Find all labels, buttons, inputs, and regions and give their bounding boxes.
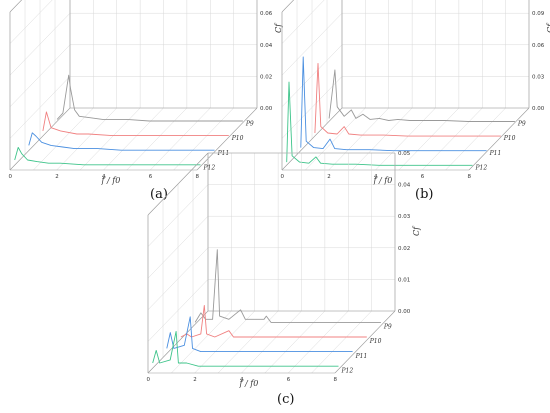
x-tick-label: 6 xyxy=(149,174,153,180)
x-tick-label: 0 xyxy=(281,174,285,180)
series-line-p10 xyxy=(180,304,367,338)
z-axis-label: Cf xyxy=(274,22,283,33)
series-label-p11: P11 xyxy=(355,353,368,360)
series-label-p11: P11 xyxy=(489,150,502,157)
series-line-p9 xyxy=(194,249,381,323)
panel-label: (b) xyxy=(415,187,433,202)
x-axis-label: f / f0 xyxy=(373,176,393,185)
series-label-p9: P9 xyxy=(245,121,254,128)
x-tick-label: 0 xyxy=(147,377,151,383)
series-label-p12: P12 xyxy=(341,367,354,374)
panel-label: (c) xyxy=(277,392,294,407)
series-label-p9: P9 xyxy=(383,324,392,331)
z-tick-label: 0.04 xyxy=(260,43,273,49)
back-wall-grid xyxy=(341,0,530,109)
z-tick-label: 0.00 xyxy=(260,106,273,112)
series-label-p10: P10 xyxy=(503,135,516,142)
series-line-p12 xyxy=(14,146,201,166)
z-axis-label: Cf xyxy=(546,22,550,33)
z-tick-label: 0.00 xyxy=(532,106,545,112)
series-line-p12 xyxy=(286,81,473,166)
series-label-p12: P12 xyxy=(475,164,488,171)
z-tick-label: 0.02 xyxy=(398,246,410,252)
series-line-p11 xyxy=(166,316,353,353)
panel-label: (a) xyxy=(150,187,168,202)
series-line-p9 xyxy=(328,69,515,122)
x-tick-label: 4 xyxy=(374,174,378,180)
z-axis-label: Cf xyxy=(412,225,421,236)
x-tick-label: 4 xyxy=(102,174,106,180)
x-tick-label: 6 xyxy=(287,377,291,383)
z-tick-label: 0.06 xyxy=(532,43,545,49)
series-line-p9 xyxy=(56,74,243,122)
x-tick-label: 2 xyxy=(327,174,331,180)
series-label-p10: P10 xyxy=(369,338,382,345)
z-tick-label: 0.04 xyxy=(398,183,411,189)
panel-a: P9P10P11P12024680.000.020.040.060.080.10… xyxy=(9,0,283,202)
series-line-p12 xyxy=(152,330,339,367)
series-line-p11 xyxy=(300,56,487,152)
z-tick-label: 0.09 xyxy=(532,11,545,17)
back-wall-grid xyxy=(69,0,258,109)
z-tick-label: 0.03 xyxy=(532,74,545,80)
z-tick-label: 0.02 xyxy=(260,74,272,80)
side-wall-grid xyxy=(9,0,71,171)
z-tick-label: 0.01 xyxy=(398,277,410,283)
x-axis-label: f / f0 xyxy=(101,176,121,185)
series-line-p10 xyxy=(42,111,229,137)
x-tick-label: 4 xyxy=(240,377,244,383)
z-tick-label: 0.03 xyxy=(398,214,411,220)
x-tick-label: 8 xyxy=(196,174,200,180)
axes-frame xyxy=(281,0,530,171)
axes-frame xyxy=(147,152,396,374)
z-tick-label: 0.06 xyxy=(260,11,273,17)
z-tick-label: 0.05 xyxy=(398,151,411,157)
x-tick-label: 6 xyxy=(421,174,425,180)
x-tick-label: 8 xyxy=(334,377,338,383)
series-label-p9: P9 xyxy=(517,121,526,128)
x-tick-label: 8 xyxy=(468,174,472,180)
series-label-p10: P10 xyxy=(231,135,244,142)
floor-grid xyxy=(9,107,258,171)
series-line-p10 xyxy=(314,62,501,137)
x-axis-label: f / f0 xyxy=(239,379,259,388)
back-wall-grid xyxy=(207,152,396,312)
series-label-p12: P12 xyxy=(203,164,216,171)
x-tick-label: 0 xyxy=(9,174,13,180)
series-line-p11 xyxy=(28,132,215,151)
side-wall-grid xyxy=(147,152,209,374)
x-tick-label: 2 xyxy=(55,174,59,180)
x-tick-label: 2 xyxy=(193,377,197,383)
z-tick-label: 0.00 xyxy=(398,309,411,315)
panel-b: P9P10P11P12024680.000.030.060.090.120.15… xyxy=(281,0,550,202)
